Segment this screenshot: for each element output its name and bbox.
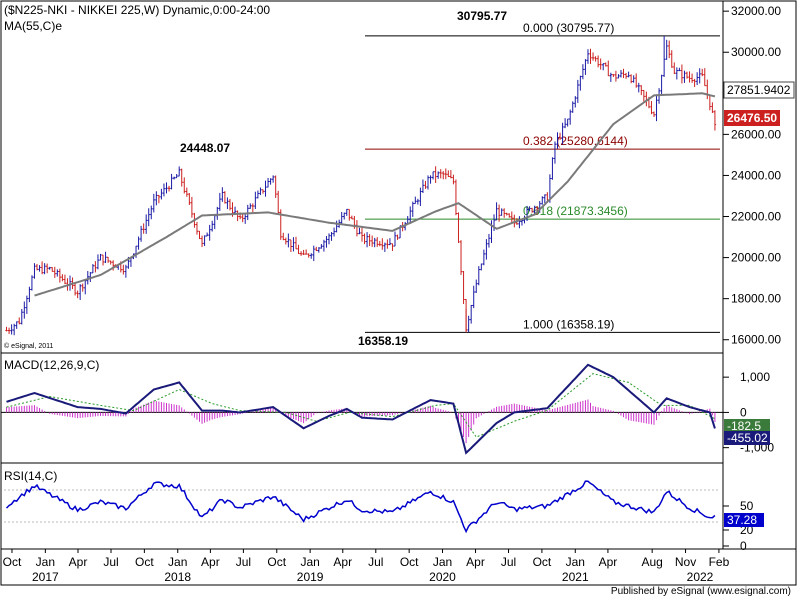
current-price-box: 26476.50 (724, 110, 780, 126)
price-tick-label: 22000.00 (731, 210, 781, 224)
x-month-label: Jul (501, 555, 516, 569)
x-month-label: Apr (333, 555, 352, 569)
price-annotation: 30795.77 (457, 9, 507, 23)
rsi-tick-label: 50 (740, 499, 754, 513)
price-pane (0, 0, 724, 354)
price-tick-label: 20000.00 (731, 251, 781, 265)
signal-line (6, 373, 716, 438)
price-tick-label: 32000.00 (731, 4, 781, 18)
rsi-pane (0, 462, 724, 550)
macd-tick-label: 0 (740, 405, 747, 419)
x-month-label: Jan (433, 555, 452, 569)
x-month-label: Jan (36, 555, 55, 569)
rsi-label: RSI(14,C) (4, 469, 57, 483)
svg-text:37.28: 37.28 (727, 513, 757, 527)
x-month-label: Oct (135, 555, 154, 569)
x-month-label: Jul (103, 555, 118, 569)
svg-text:-455.02: -455.02 (727, 431, 768, 445)
macd-line (6, 363, 716, 455)
x-month-label: Jul (368, 555, 383, 569)
x-year-label: 2022 (687, 570, 714, 584)
macd-pane (0, 352, 724, 464)
x-month-label: Aug (641, 555, 662, 569)
x-year-label: 2018 (164, 570, 191, 584)
fib-label: 0.000 (30795.77) (523, 21, 614, 35)
rsi-value-box: 37.28 (724, 513, 764, 527)
x-month-label: Apr (466, 555, 485, 569)
x-month-label: Feb (709, 555, 730, 569)
ma-label: MA(55,C)e (4, 19, 62, 33)
x-year-label: 2019 (297, 570, 324, 584)
x-month-label: Oct (3, 555, 22, 569)
x-year-label: 2021 (562, 570, 589, 584)
svg-text:26476.50: 26476.50 (727, 111, 777, 125)
x-month-label: Oct (400, 555, 419, 569)
fib-label: 1.000 (16358.19) (523, 317, 614, 331)
x-month-label: Apr (69, 555, 88, 569)
footer-credit: Published by eSignal (www.esignal.com) (610, 586, 791, 597)
rsi-tick-label: 0 (740, 539, 747, 553)
x-month-label: Oct (267, 555, 286, 569)
svg-text:-182.5: -182.5 (727, 419, 761, 433)
svg-text:27851.9402: 27851.9402 (727, 83, 791, 97)
x-month-label: Apr (599, 555, 618, 569)
rsi-line (5, 480, 716, 534)
x-month-label: Oct (533, 555, 552, 569)
x-axis-frame (0, 548, 797, 586)
chart-title: ($N225-NKI - NIKKEI 225,W) Dynamic,0:00-… (4, 3, 270, 17)
price-tick-label: 26000.00 (731, 127, 781, 141)
price-tick-label: 24000.00 (731, 168, 781, 182)
ma-value-box: 27851.9402 (723, 81, 795, 99)
x-month-label: Nov (675, 555, 696, 569)
price-tick-label: 16000.00 (731, 333, 781, 347)
x-month-label: Jul (236, 555, 251, 569)
macd-tick-label: 1,000 (740, 370, 770, 384)
fib-label: 0.382 (25280.6144) (523, 134, 628, 148)
ma-line (34, 92, 716, 297)
x-month-label: Jan (300, 555, 319, 569)
macd-label: MACD(12,26,9,C) (4, 358, 99, 372)
x-month-label: Jan (566, 555, 585, 569)
fib-label: 0.618 (21873.3456) (523, 204, 628, 218)
x-year-label: 2017 (32, 570, 59, 584)
price-tick-label: 30000.00 (731, 45, 781, 59)
price-tick-label: 18000.00 (731, 292, 781, 306)
macd-value-boxes: -182.5 -455.02 (724, 419, 770, 445)
copyright: © eSignal, 2011 (4, 342, 54, 350)
price-annotation: 16358.19 (358, 334, 408, 348)
price-annotation: 24448.07 (180, 141, 230, 155)
x-month-label: Apr (201, 555, 220, 569)
x-year-label: 2020 (429, 570, 456, 584)
x-month-label: Jan (168, 555, 187, 569)
